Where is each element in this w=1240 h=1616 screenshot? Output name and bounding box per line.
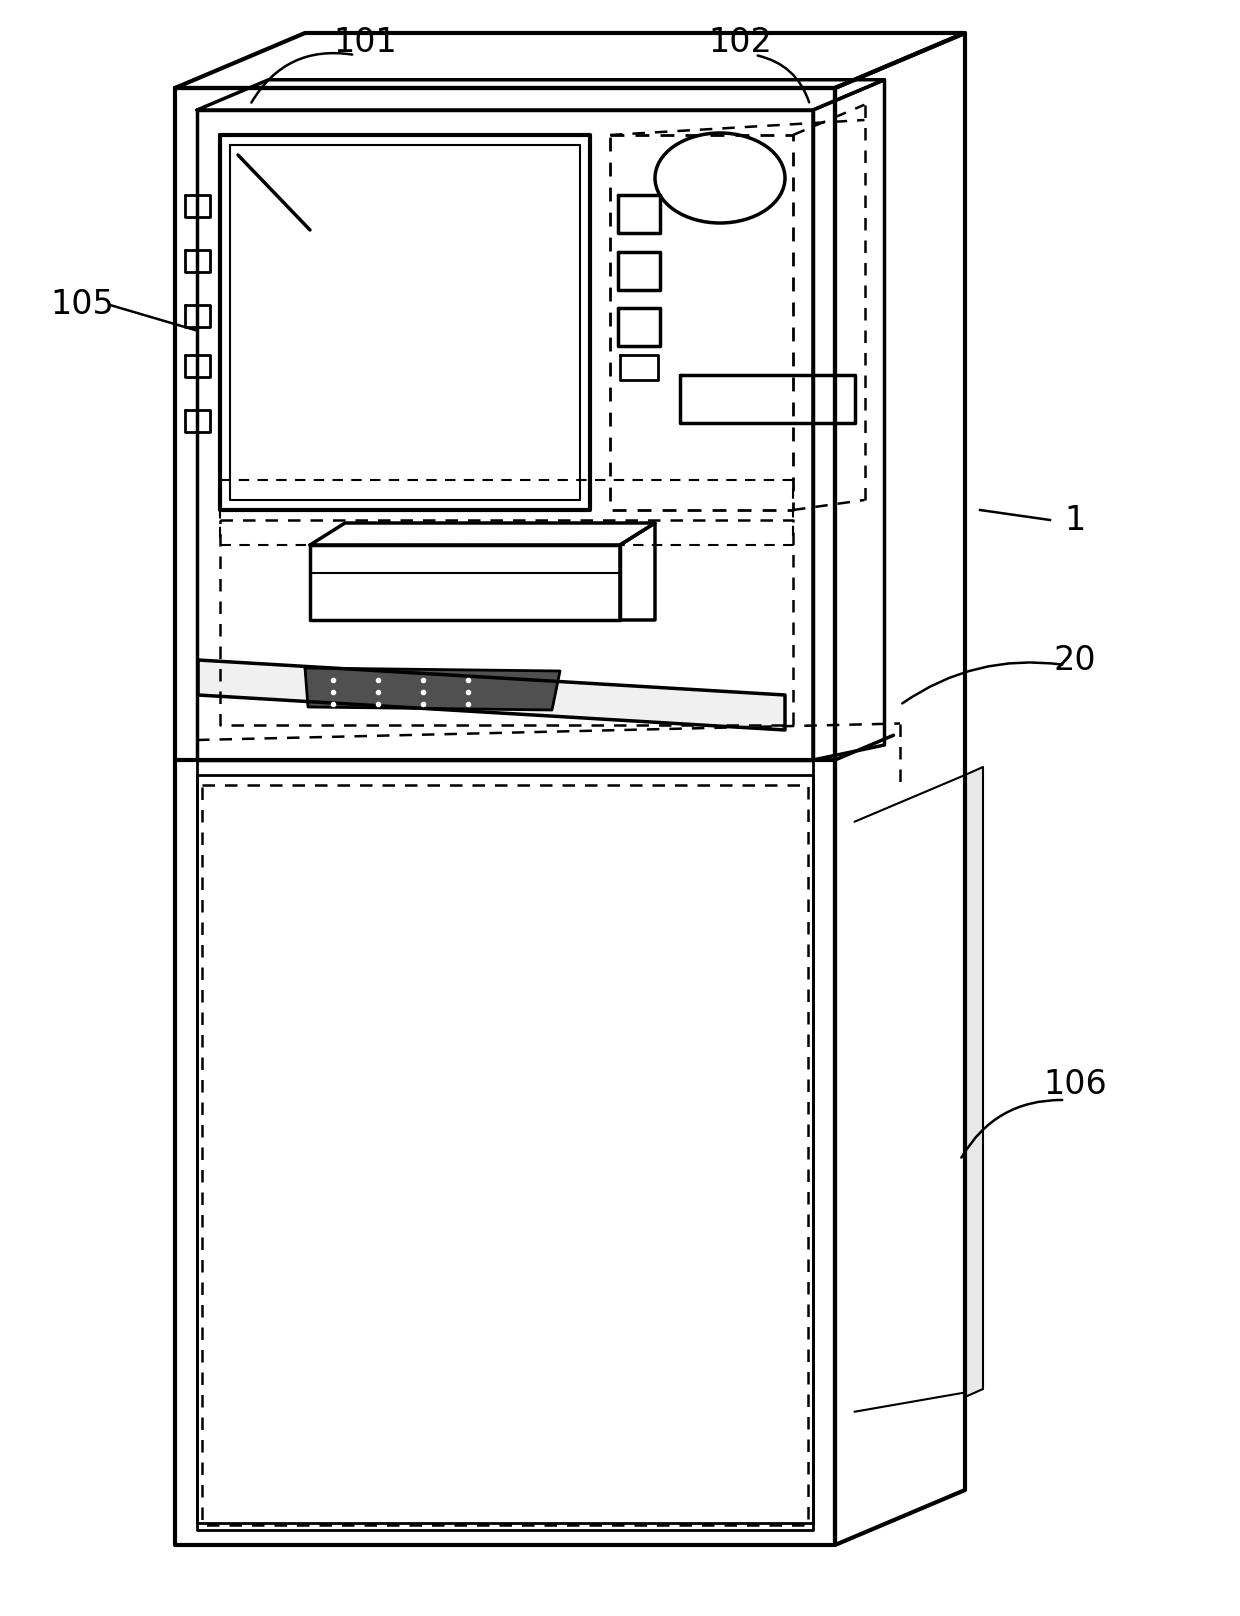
Polygon shape (185, 196, 210, 217)
Text: 1: 1 (1064, 504, 1086, 537)
Text: 105: 105 (50, 289, 114, 322)
Text: 101: 101 (334, 26, 397, 58)
Polygon shape (618, 309, 660, 346)
Polygon shape (185, 250, 210, 271)
Text: 102: 102 (708, 26, 773, 58)
Polygon shape (185, 356, 210, 377)
Text: 106: 106 (1043, 1068, 1107, 1102)
Polygon shape (620, 356, 658, 380)
Polygon shape (185, 410, 210, 431)
Polygon shape (305, 667, 560, 709)
Text: 20: 20 (1054, 643, 1096, 677)
Polygon shape (185, 305, 210, 326)
Polygon shape (198, 659, 785, 730)
Polygon shape (618, 252, 660, 289)
Polygon shape (618, 196, 660, 233)
Polygon shape (965, 768, 983, 1396)
